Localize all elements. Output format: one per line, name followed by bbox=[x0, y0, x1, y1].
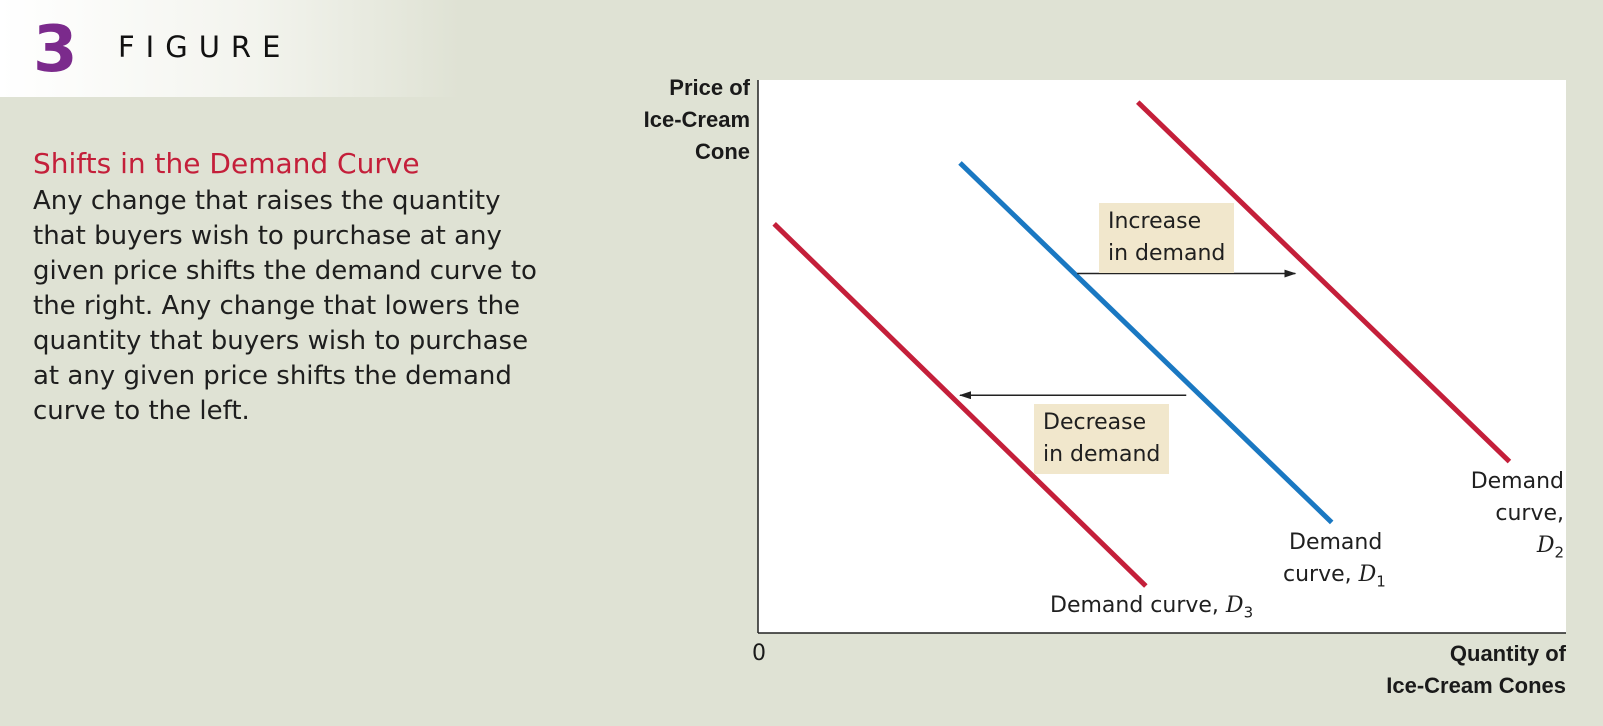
figure-header: 3 FIGURE bbox=[0, 0, 460, 97]
demand-curve-d1 bbox=[958, 161, 1334, 525]
curve-subscript: 3 bbox=[1243, 603, 1254, 622]
curve-label-word: curve, bbox=[1283, 562, 1352, 587]
curve-variable: D bbox=[1225, 593, 1244, 618]
caption-text: Any change that raises the quantity that… bbox=[33, 186, 537, 426]
y-axis-label-line: Ice-Cream bbox=[643, 107, 750, 132]
decrease-demand-annotation: Decrease in demand bbox=[1034, 404, 1170, 474]
caption-title: Shifts in the Demand Curve bbox=[33, 147, 420, 180]
y-axis-label: Price of Ice-Cream Cone bbox=[590, 72, 750, 168]
demand-curve-d2 bbox=[1136, 100, 1512, 464]
curve-variable: D bbox=[1536, 533, 1555, 558]
figure-number: 3 bbox=[33, 13, 78, 87]
curve-label-word: curve, bbox=[1495, 501, 1564, 526]
y-axis-label-line: Cone bbox=[695, 139, 750, 164]
curve-label-d1: Demand curve, D1 bbox=[1283, 527, 1386, 597]
origin-label: 0 bbox=[752, 641, 766, 666]
annotation-line: Decrease bbox=[1043, 410, 1147, 435]
annotation-line: Increase bbox=[1108, 209, 1202, 234]
curve-variable: D bbox=[1358, 562, 1377, 587]
x-axis-label-line: Ice-Cream Cones bbox=[1386, 673, 1566, 698]
y-axis-label-line: Price of bbox=[669, 75, 750, 100]
annotation-line: in demand bbox=[1043, 442, 1161, 467]
curve-subscript: 1 bbox=[1376, 572, 1386, 591]
demand-curve-d3 bbox=[772, 221, 1148, 588]
curve-label-word: Demand curve, bbox=[1050, 593, 1219, 618]
increase-demand-annotation: Increase in demand bbox=[1099, 203, 1235, 273]
curve-label-d3: Demand curve, D3 bbox=[1050, 590, 1253, 628]
curve-label-line: curve, D1 bbox=[1283, 559, 1386, 597]
curve-label-line: Demand bbox=[1289, 530, 1383, 555]
curve-label-line: Demand bbox=[1470, 469, 1564, 494]
annotation-line: in demand bbox=[1108, 241, 1226, 266]
x-axis-label: Quantity of Ice-Cream Cones bbox=[1266, 638, 1566, 702]
curve-label-d2: Demand curve, D2 bbox=[1464, 466, 1564, 568]
curve-subscript: 2 bbox=[1554, 543, 1564, 562]
x-axis-label-line: Quantity of bbox=[1449, 641, 1566, 666]
figure-label: FIGURE bbox=[118, 30, 292, 64]
curve-label-line: curve, D2 bbox=[1464, 498, 1564, 568]
